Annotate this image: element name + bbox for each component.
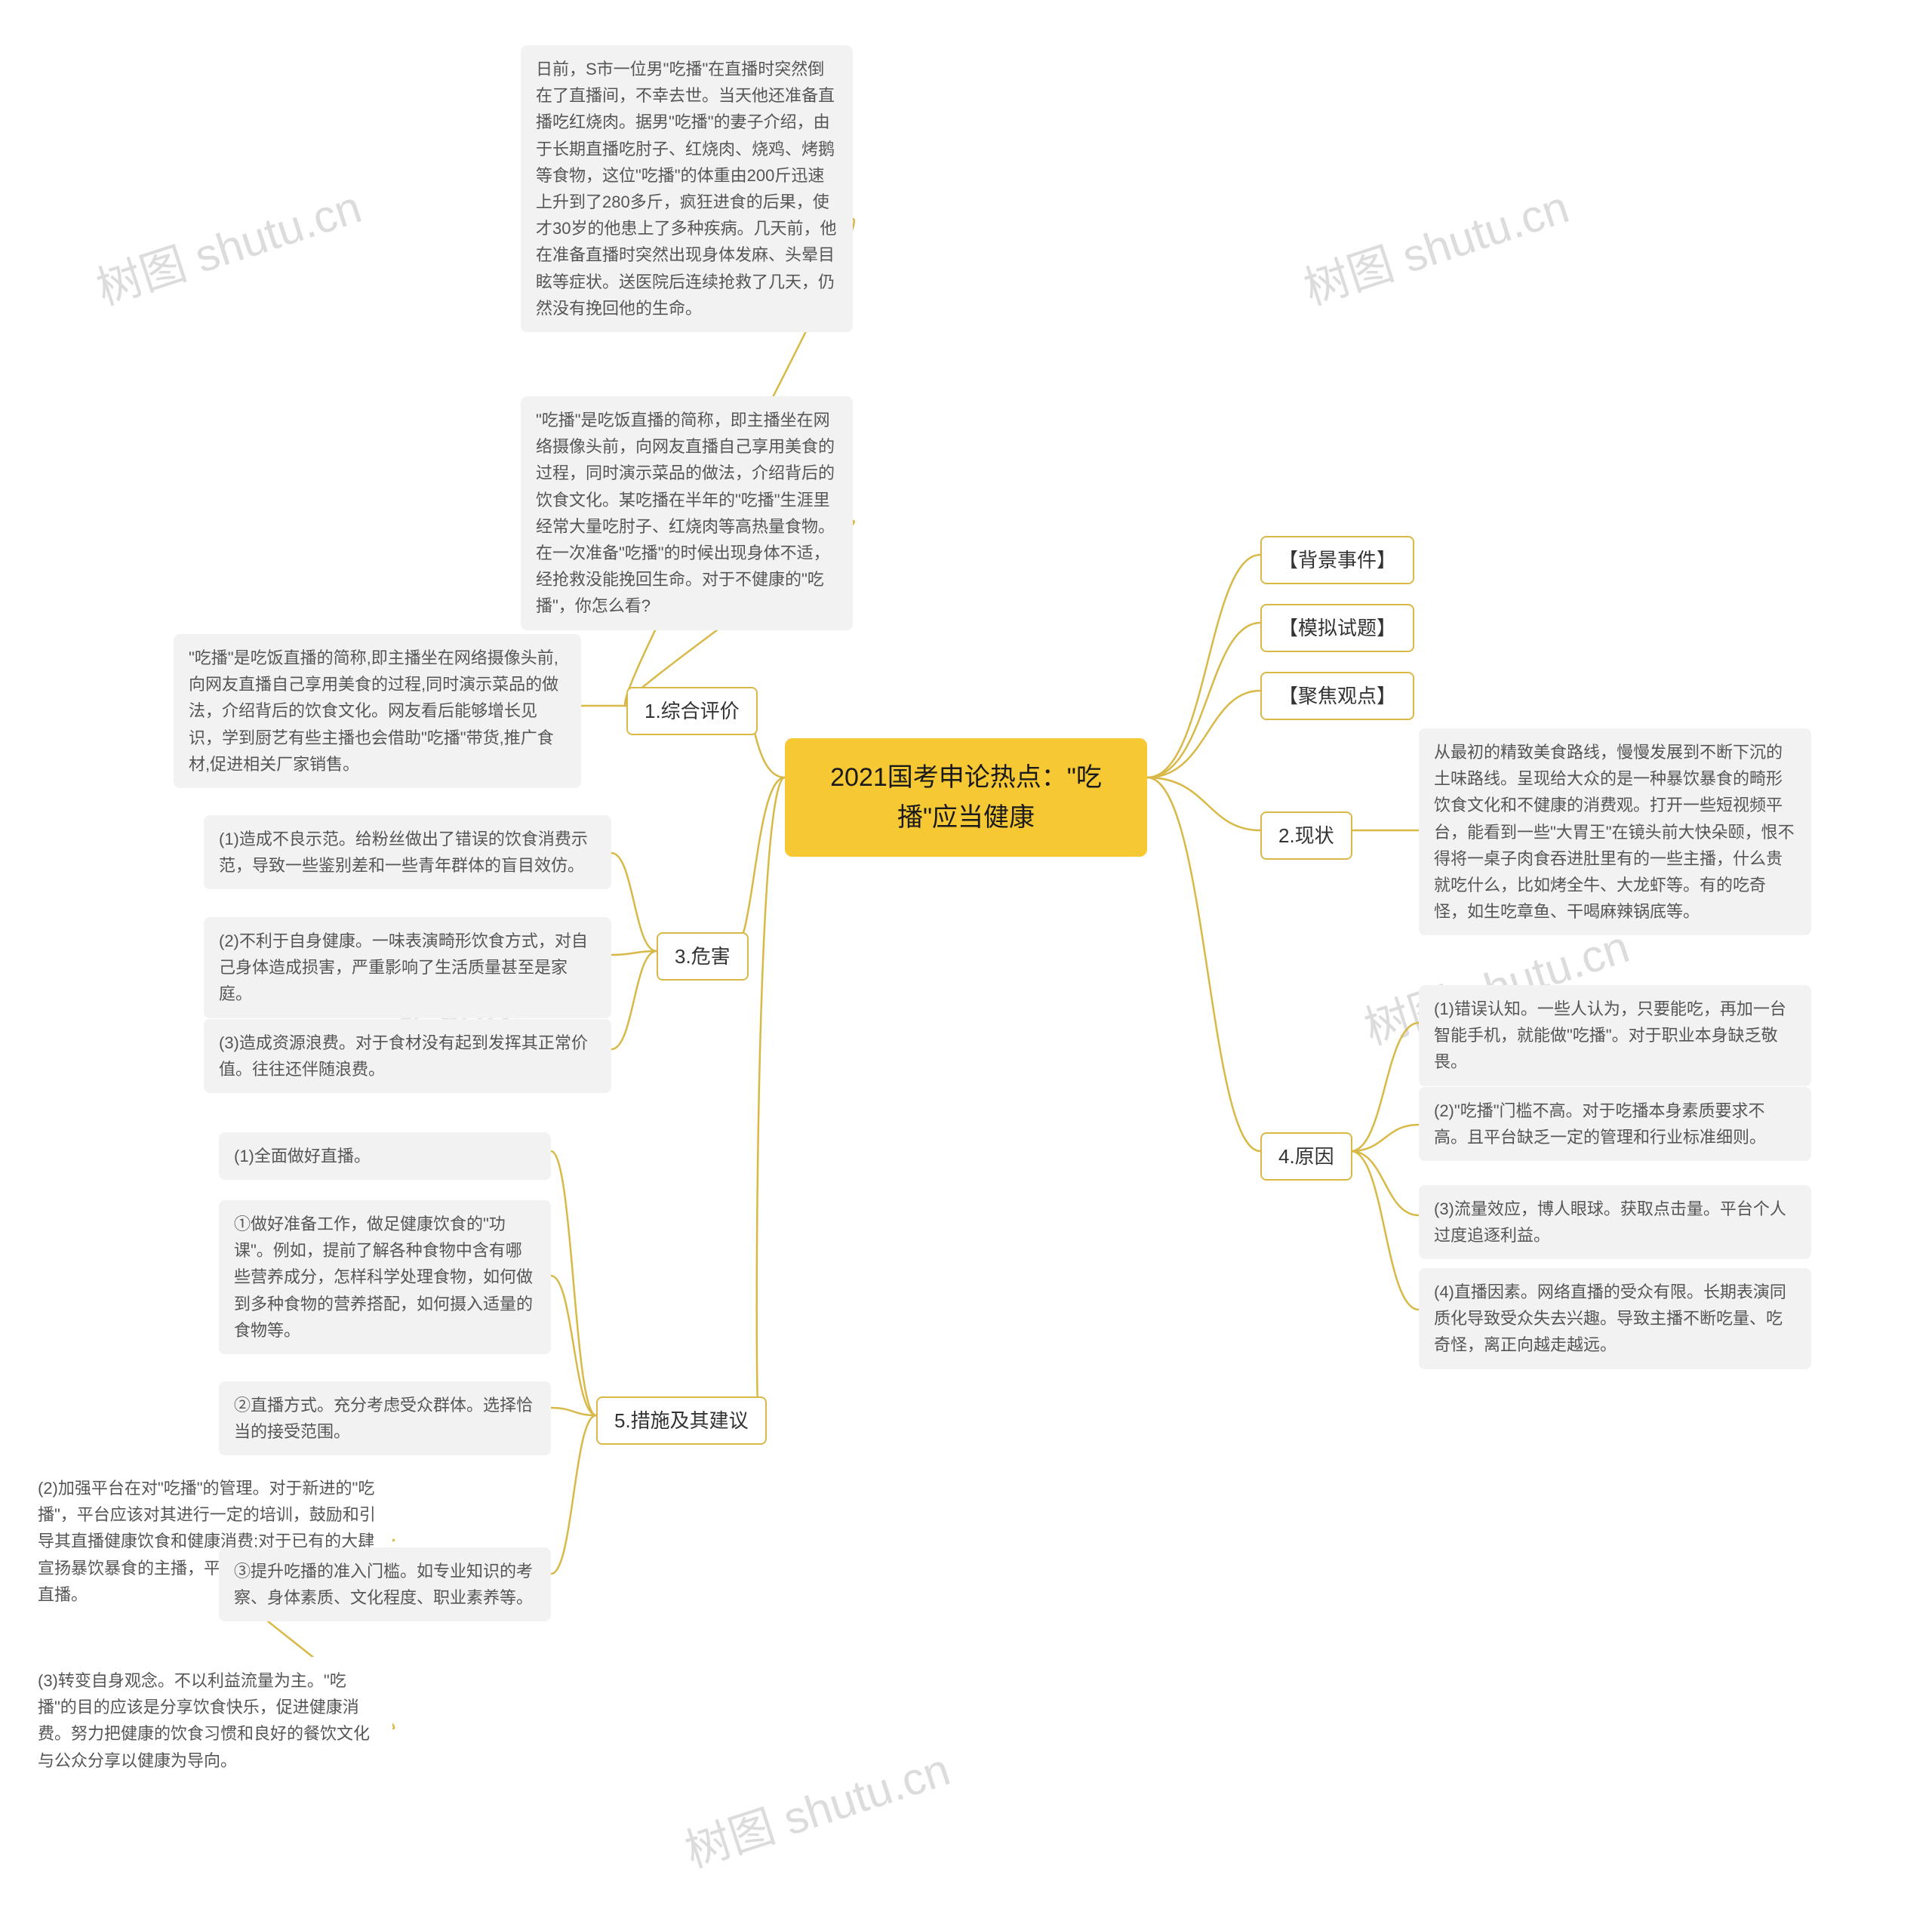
leaf-reason-3: (4)直播因素。网络直播的受众有限。长期表演同质化导致受众失去兴趣。导致主播不断… xyxy=(1419,1268,1811,1369)
right-node-reason: 4.原因 xyxy=(1260,1132,1352,1181)
leaf-harm-2: (3)造成资源浪费。对于食材没有起到发挥其正常价值。往往还伴随浪费。 xyxy=(204,1019,611,1093)
watermark: 树图 shutu.cn xyxy=(1294,171,1576,318)
watermark: 树图 shutu.cn xyxy=(675,1733,957,1880)
left-node-harm: 3.危害 xyxy=(657,932,749,981)
leaf-reason-2: (3)流量效应，博人眼球。获取点击量。平台个人过度追逐利益。 xyxy=(1419,1185,1811,1259)
leaf-harm-0: (1)造成不良示范。给粉丝做出了错误的饮食消费示范，导致一些鉴别差和一些青年群体… xyxy=(204,815,611,889)
leaf-reason-0: (1)错误认知。一些人认为，只要能吃，再加一台智能手机，就能做"吃播"。对于职业… xyxy=(1419,985,1811,1086)
left-node-measure: 5.措施及其建议 xyxy=(596,1396,767,1445)
leaf-measure-extra-1: (3)转变自身观念。不以利益流量为主。"吃播"的目的应该是分享饮食快乐，促进健康… xyxy=(23,1657,392,1784)
leaf-measure-2: ②直播方式。充分考虑受众群体。选择恰当的接受范围。 xyxy=(219,1381,551,1455)
mindmap-center: 2021国考申论热点："吃播"应当健康 xyxy=(785,738,1147,857)
right-node-background: 【背景事件】 xyxy=(1260,536,1414,584)
leaf-eval-intro-2: "吃播"是吃饭直播的简称,即主播坐在网络摄像头前,向网友直播自己享用美食的过程,… xyxy=(174,634,581,788)
right-node-status: 2.现状 xyxy=(1260,811,1352,860)
leaf-harm-1: (2)不利于自身健康。一味表演畸形饮食方式，对自己身体造成损害，严重影响了生活质… xyxy=(204,917,611,1018)
watermark: 树图 shutu.cn xyxy=(87,171,368,318)
right-node-focus: 【聚焦观点】 xyxy=(1260,672,1414,720)
leaf-measure-0: (1)全面做好直播。 xyxy=(219,1132,551,1180)
leaf-eval-intro-0: 日前，S市一位男"吃播"在直播时突然倒在了直播间，不幸去世。当天他还准备直播吃红… xyxy=(521,45,853,332)
left-node-eval: 1.综合评价 xyxy=(626,687,758,735)
leaf-eval-intro-1: "吃播"是吃饭直播的简称，即主播坐在网络摄像头前，向网友直播自己享用美食的过程，… xyxy=(521,396,853,630)
leaf-status-0: 从最初的精致美食路线，慢慢发展到不断下沉的土味路线。呈现给大众的是一种暴饮暴食的… xyxy=(1419,728,1811,935)
leaf-reason-1: (2)"吃播"门槛不高。对于吃播本身素质要求不高。且平台缺乏一定的管理和行业标准… xyxy=(1419,1087,1811,1161)
right-node-mock: 【模拟试题】 xyxy=(1260,604,1414,652)
leaf-measure-3: ③提升吃播的准入门槛。如专业知识的考察、身体素质、文化程度、职业素养等。 xyxy=(219,1547,551,1621)
leaf-measure-1: ①做好准备工作，做足健康饮食的"功课"。例如，提前了解各种食物中含有哪些营养成分… xyxy=(219,1200,551,1354)
